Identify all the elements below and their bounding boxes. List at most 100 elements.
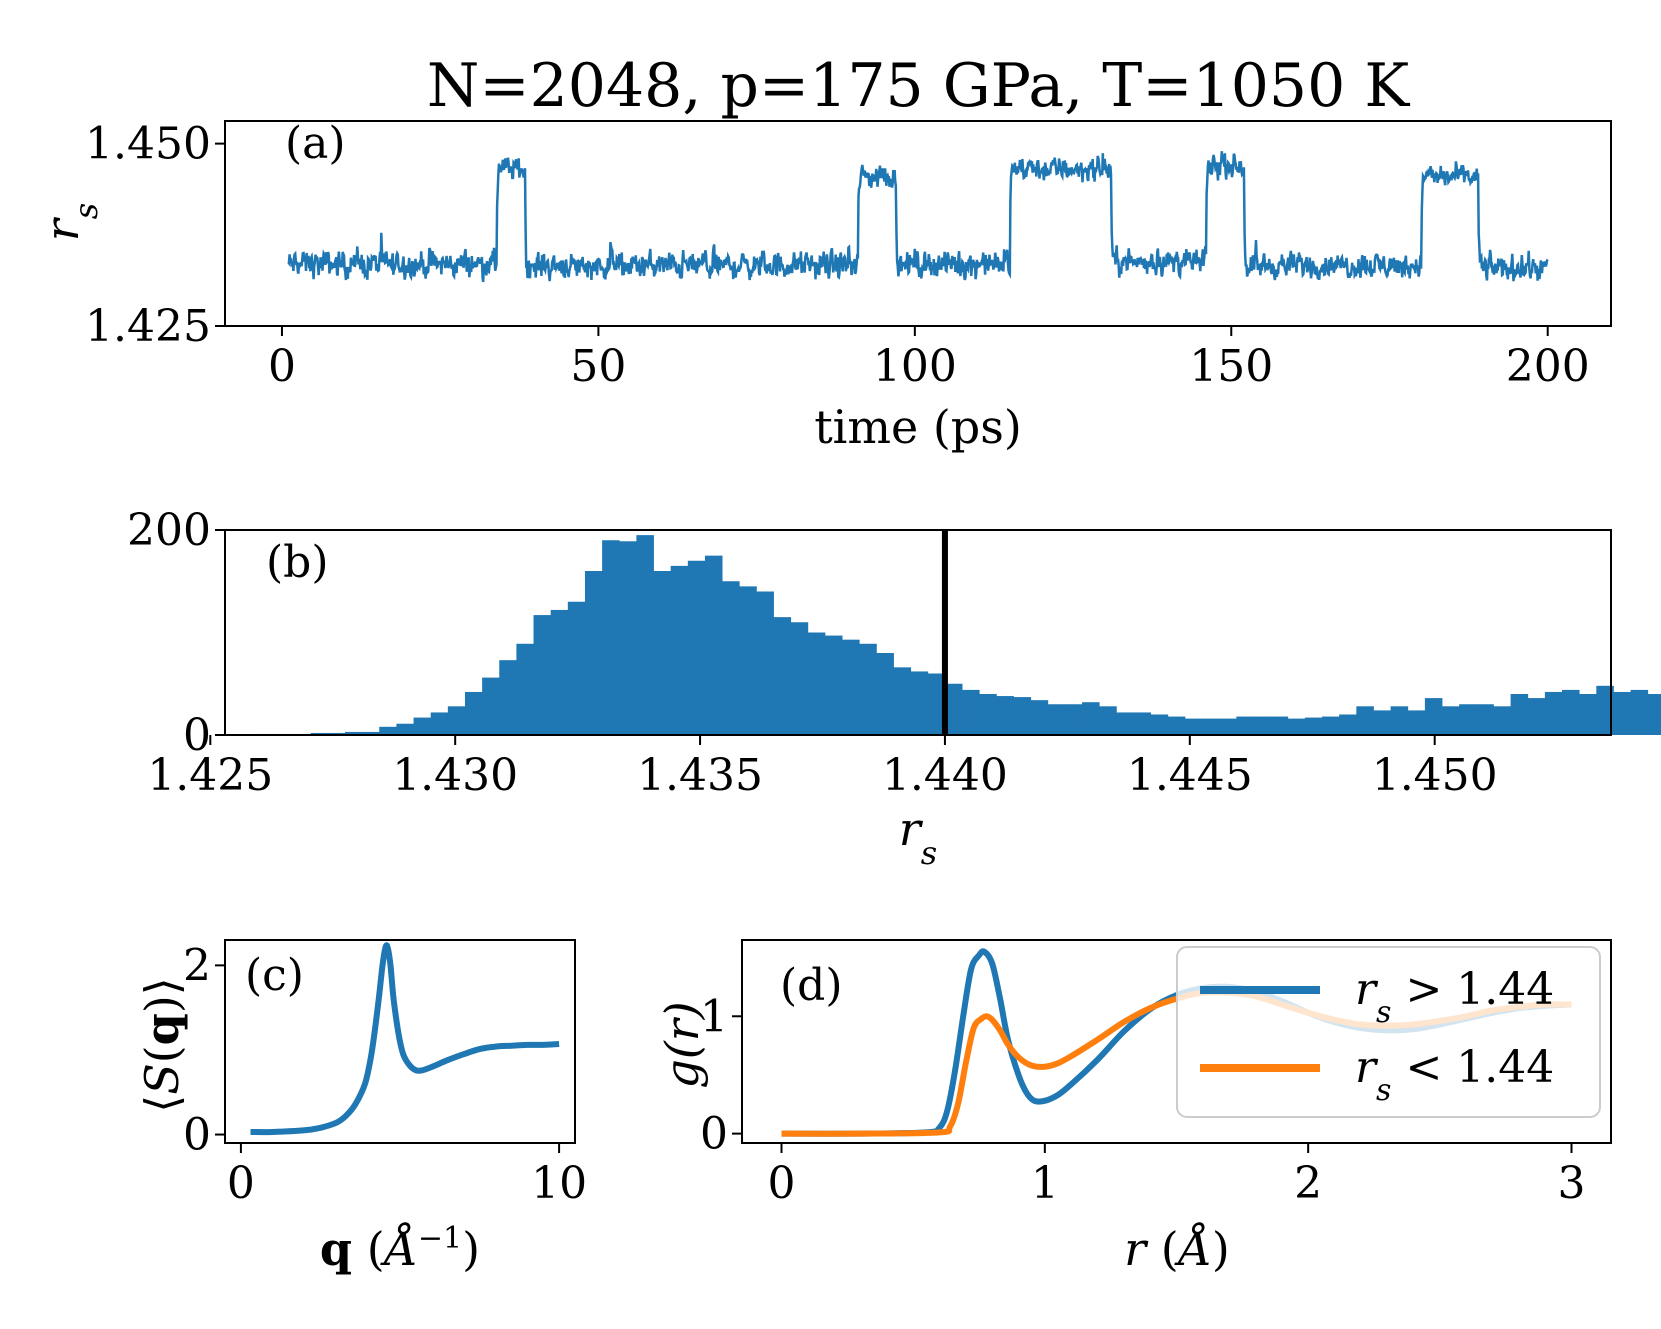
panel-b-ytick-label: 200 xyxy=(127,505,211,556)
panel-d-ylabel-text: g(r) xyxy=(655,1001,709,1088)
histogram-bar xyxy=(1322,716,1340,735)
histogram-bar xyxy=(464,691,483,735)
histogram-bar xyxy=(1493,706,1511,735)
panel-b-xlabel: rs xyxy=(899,802,937,872)
histogram-bar xyxy=(1116,712,1134,735)
histogram-bar xyxy=(1082,702,1100,735)
panel-b-plot-area xyxy=(259,530,1661,736)
panel-d-ticks: 0 1 2 3 0 1 xyxy=(700,991,1586,1209)
panel-d-ytick-label: 0 xyxy=(700,1109,728,1160)
histogram-bar xyxy=(1527,698,1546,735)
histogram-bar xyxy=(1150,714,1169,735)
histogram-bar xyxy=(910,671,929,735)
panel-d-frame xyxy=(741,939,1612,1144)
panel-a-xtick-label: 100 xyxy=(873,341,957,392)
histogram-bar xyxy=(1613,691,1631,735)
panel-a-xtick-label: 50 xyxy=(570,341,626,392)
histogram-bar xyxy=(927,673,946,735)
panel-a-ticks: 0 50 100 150 200 1.425 1.450 xyxy=(85,119,1590,392)
histogram-bar xyxy=(1030,700,1049,735)
histogram-bar xyxy=(704,555,723,736)
histogram-bar xyxy=(499,660,517,735)
panel-c-label: (c) xyxy=(245,950,304,1001)
histogram-bar xyxy=(1459,704,1477,735)
panel-b-xtick-label: 1.445 xyxy=(1127,750,1253,801)
histogram-bar xyxy=(636,535,654,736)
panel-a-xtick-label: 200 xyxy=(1506,341,1590,392)
histogram-bar xyxy=(962,689,980,735)
panel-d-label: (d) xyxy=(780,960,843,1011)
panel-b-ticks: 1.425 1.430 1.435 1.440 1.445 1.450 0 200 xyxy=(127,505,1498,801)
histogram-bar xyxy=(482,677,500,735)
histogram-bar xyxy=(550,609,569,735)
histogram-bar xyxy=(1339,714,1357,735)
histogram-bar xyxy=(790,622,809,735)
histogram-bar xyxy=(996,696,1014,735)
histogram-bar xyxy=(1630,689,1649,735)
panel-d-xtick-label: 1 xyxy=(1031,1158,1059,1209)
histogram-bar xyxy=(1047,704,1066,735)
histogram-bar xyxy=(773,617,792,736)
panel-c-ylabel: ⟨S(q)⟩ xyxy=(135,977,189,1113)
panel-a-xtick-label: 150 xyxy=(1189,341,1273,392)
histogram-bar xyxy=(1407,710,1426,735)
panel-c-series-line xyxy=(250,942,560,1136)
panel-a-ylabel: rs xyxy=(35,203,105,241)
histogram-bar xyxy=(859,643,877,735)
panel-d-ylabel: g(r) xyxy=(655,1001,709,1088)
histogram-bar xyxy=(1424,698,1443,735)
panel-c-ytick-label: 2 xyxy=(183,940,211,991)
panel-d-xtick-label: 2 xyxy=(1294,1158,1322,1209)
histogram-bar xyxy=(1476,704,1494,735)
histogram-bar xyxy=(379,726,397,735)
histogram-bar xyxy=(567,601,586,735)
panel-d-ytick-label: 1 xyxy=(700,991,728,1042)
panel-d-xtick-label: 3 xyxy=(1558,1158,1586,1209)
histogram-bar xyxy=(653,571,672,735)
histogram-bar xyxy=(1013,697,1032,735)
histogram-bar xyxy=(1647,694,1661,735)
histogram-bar xyxy=(842,639,860,735)
panel-d-xlabel: r (Å) xyxy=(1124,1221,1230,1276)
histogram-bar xyxy=(327,732,346,735)
histogram-bar xyxy=(1167,716,1186,735)
histogram-bar xyxy=(584,571,603,735)
panel-d-pair-correlation: (d) g(r) r (Å) 0 1 2 3 0 1 rs > 1.44 rs < 1.4… xyxy=(655,939,1612,1276)
histogram-bar xyxy=(1270,716,1289,735)
panel-b-xtick-label: 1.430 xyxy=(392,750,518,801)
histogram-bar xyxy=(1390,706,1409,735)
panel-b-xtick-label: 1.440 xyxy=(882,750,1008,801)
histogram-bar xyxy=(1184,718,1203,735)
panel-d-legend: rs > 1.44 rs < 1.44 xyxy=(1176,946,1601,1118)
panel-b-frame xyxy=(224,529,1612,736)
histogram-bar xyxy=(1304,717,1323,735)
panel-a-label: (a) xyxy=(285,118,346,169)
panel-c-xlabel: q (Å−1) xyxy=(320,1221,480,1277)
histogram-bar xyxy=(1064,704,1083,735)
histogram-bar xyxy=(1099,706,1117,735)
histogram-bar xyxy=(310,732,329,735)
panel-b-label: (b) xyxy=(266,537,329,588)
panel-c-plot-area xyxy=(250,942,560,1136)
histogram-bar xyxy=(756,591,774,735)
panel-a-ytick-label: 1.425 xyxy=(85,301,211,352)
histogram-bar xyxy=(396,723,414,735)
panel-c-ylabel-text: ⟨S(q)⟩ xyxy=(135,977,189,1113)
panel-a-plot-area xyxy=(287,151,1549,283)
panel-c-xtick-label: 0 xyxy=(227,1158,255,1209)
histogram-bar xyxy=(447,706,466,735)
panel-a-xlabel: time (ps) xyxy=(814,400,1022,454)
histogram-bar xyxy=(602,540,620,735)
panel-c-structure-factor: (c) ⟨S(q)⟩ q (Å−1) 0 10 0 2 xyxy=(135,939,587,1277)
histogram-bar xyxy=(1373,710,1392,735)
histogram-bar xyxy=(344,731,363,735)
panel-c-ticks: 0 10 0 2 xyxy=(183,940,587,1209)
histogram-bar xyxy=(670,565,689,736)
panel-c-xtick-label: 10 xyxy=(531,1158,587,1209)
panel-a-time-series: (a) rs time (ps) 0 50 100 150 200 1.425 1.450 xyxy=(35,118,1612,454)
panel-a-series-line xyxy=(287,151,1549,283)
panel-c-frame xyxy=(224,939,576,1144)
histogram-bar xyxy=(1442,706,1460,735)
histogram-bar xyxy=(1202,718,1220,735)
